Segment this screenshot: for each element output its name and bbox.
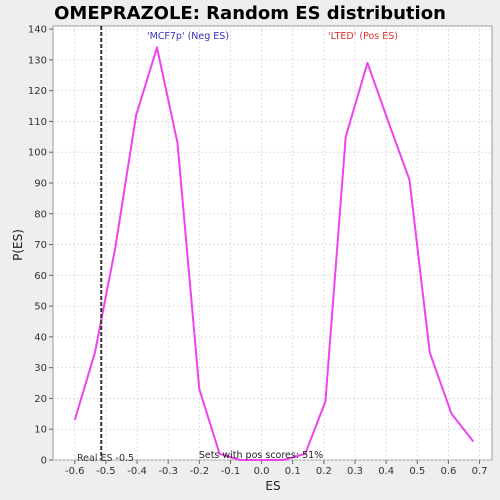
pos-es-annotation: 'LTED' (Pos ES) — [328, 31, 398, 42]
axes: -0.6 -0.5 -0.4 -0.3 -0.2 -0.1 0.0 0.1 0.2 0.3 0.4 0… — [28, 25, 488, 477]
es-distribution-line — [73, 46, 475, 461]
x-tick-label: 0.7 — [472, 466, 488, 477]
y-axis-label: P(ES) — [11, 229, 25, 261]
x-tick-label: 0.5 — [409, 466, 425, 477]
x-tick-label: 0.1 — [285, 466, 301, 477]
annotations: 'MCF7p' (Neg ES) 'LTED' (Pos ES) Sets wi… — [77, 31, 398, 464]
x-tick-label: -0.2 — [190, 466, 210, 477]
x-tick-label: -0.3 — [158, 466, 178, 477]
x-tick-label: 0.3 — [347, 466, 363, 477]
x-tick-label: 0.6 — [440, 466, 456, 477]
y-tick-label: 40 — [34, 332, 47, 343]
y-tick-label: 50 — [34, 302, 47, 313]
x-tick-label: -0.5 — [96, 466, 116, 477]
x-tick-label: 0.2 — [316, 466, 332, 477]
y-tick-label: 20 — [34, 394, 47, 405]
series-layer — [73, 26, 475, 461]
neg-es-annotation: 'MCF7p' (Neg ES) — [147, 31, 229, 42]
y-tick-label: 130 — [28, 55, 47, 66]
y-tick-label: 60 — [34, 271, 47, 282]
y-tick-label: 30 — [34, 363, 47, 374]
x-axis-label: ES — [265, 479, 280, 493]
x-tick-label: -0.1 — [221, 466, 241, 477]
grid — [53, 26, 492, 461]
real-es-label: Real ES -0.5 — [77, 453, 134, 464]
plot-area — [52, 25, 493, 461]
x-tick-label: 0.0 — [254, 466, 270, 477]
chart-title: OMEPRAZOLE: Random ES distribution — [54, 3, 446, 24]
x-tick-label: 0.4 — [378, 466, 394, 477]
y-tick-label: 70 — [34, 240, 47, 251]
x-tick-label: -0.4 — [127, 466, 147, 477]
y-tick-label: 80 — [34, 209, 47, 220]
y-tick-label: 90 — [34, 178, 47, 189]
y-tick-label: 100 — [28, 148, 47, 159]
y-tick-label: 120 — [28, 86, 47, 97]
y-tick-label: 10 — [34, 425, 47, 436]
x-tick-label: -0.6 — [65, 466, 85, 477]
pos-scores-annotation: Sets with pos scores: 51% — [199, 450, 323, 461]
y-tick-label: 0 — [41, 456, 47, 467]
y-tick-label: 110 — [28, 117, 47, 128]
y-tick-label: 140 — [28, 25, 47, 36]
